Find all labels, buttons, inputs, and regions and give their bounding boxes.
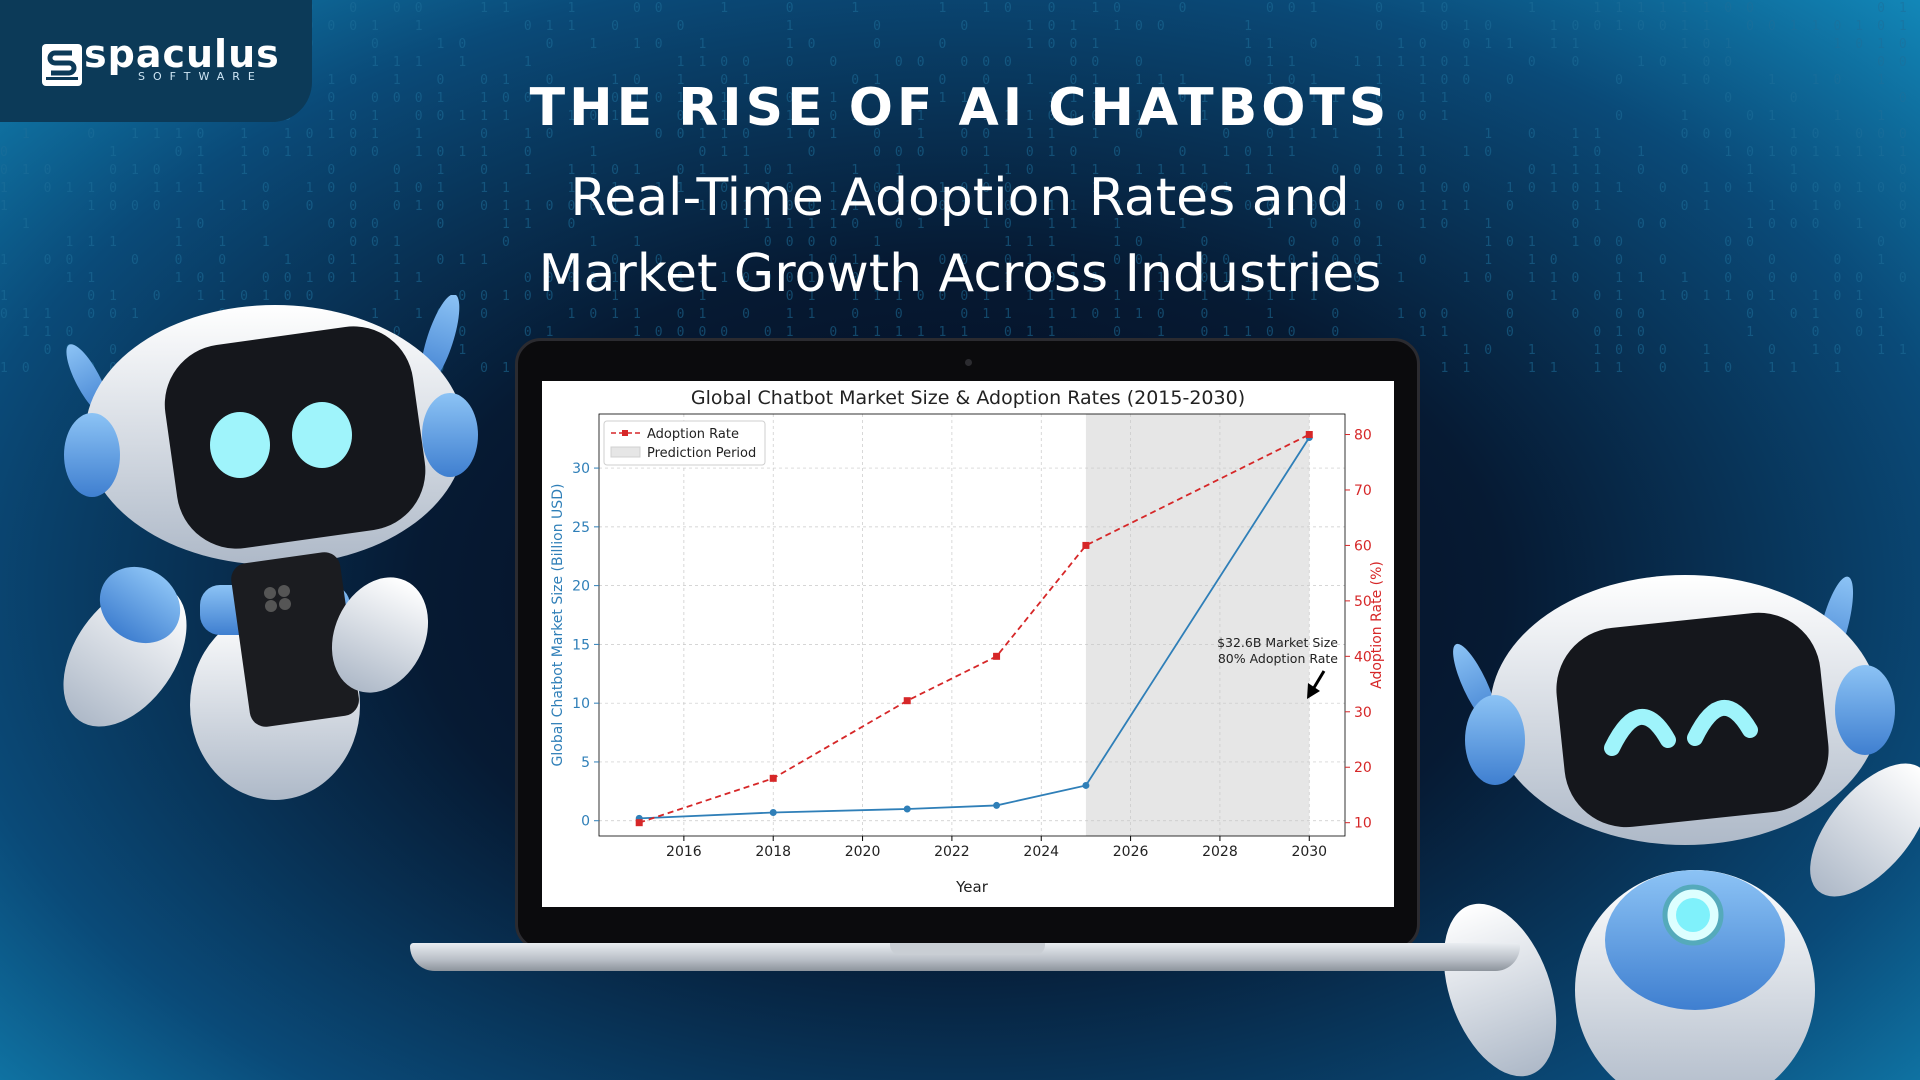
y-left-tick-label: 25 <box>572 520 590 536</box>
x-tick-label: 2024 <box>1023 844 1059 860</box>
y-right-tick-label: 30 <box>1354 705 1372 721</box>
x-tick-label: 2030 <box>1291 844 1327 860</box>
adoption-rate-line <box>638 433 1310 824</box>
page-subtitle: Real-Time Adoption Rates and Market Grow… <box>0 160 1920 312</box>
market-size-point <box>993 801 1001 809</box>
annotation: $32.6B Market Size 80% Adoption Rate <box>1217 635 1338 699</box>
adoption-rate-point <box>635 819 643 827</box>
webcam-icon <box>965 359 972 366</box>
y-right-tick-label: 20 <box>1354 760 1372 776</box>
brand-name: spaculus <box>84 32 280 76</box>
brand-logo: spaculus SOFTWARE <box>0 0 312 122</box>
y-right-tick-label: 60 <box>1354 538 1372 554</box>
annotation-arrow-head <box>1307 683 1320 699</box>
y-left-tick-label: 15 <box>572 637 590 653</box>
chart-svg: 2016 2018 2020 2022 2024 2026 2028 203005101520… <box>550 387 1385 896</box>
adoption-rate-point <box>769 774 777 782</box>
chart-grid <box>599 414 1345 836</box>
chart-panel: 2016 2018 2020 2022 2024 2026 2028 2030 0 5 10 15 20… <box>542 381 1394 907</box>
y-left-tick-label: 5 <box>581 755 590 771</box>
x-tick-label: 2018 <box>755 844 791 860</box>
legend-adoption-label: Adoption Rate <box>647 427 739 442</box>
legend-prediction-swatch <box>610 446 641 458</box>
x-tick-label: 2026 <box>1113 844 1149 860</box>
robot-left-illustration <box>63 295 478 800</box>
legend-prediction-label: Prediction Period <box>647 446 756 461</box>
y-right-tick-label: 10 <box>1354 816 1372 832</box>
legend-box <box>603 420 766 466</box>
adoption-rate-point <box>903 697 911 705</box>
annotation-line-2: 80% Adoption Rate <box>1218 651 1338 666</box>
chart-title: Global Chatbot Market Size & Adoption Ra… <box>691 387 1245 409</box>
market-size-point <box>769 808 777 816</box>
adoption-rate-point <box>993 652 1001 660</box>
subtitle-line-1: Real-Time Adoption Rates and <box>570 168 1350 228</box>
y-left-tick-label: 0 <box>581 814 590 830</box>
brand-sub: SOFTWARE <box>138 70 263 83</box>
market-size-point <box>903 805 911 813</box>
legend: Adoption Rate Prediction Period <box>603 420 766 466</box>
subtitle-line-2: Market Growth Across Industries <box>538 244 1382 304</box>
spaculus-logo-icon <box>42 44 82 86</box>
plot-frame <box>598 413 1346 837</box>
y-left-tick-label: 10 <box>572 696 590 712</box>
x-tick-label: 2020 <box>845 844 881 860</box>
y-right-tick-label: 80 <box>1354 428 1372 444</box>
y-right-tick-label: 50 <box>1354 594 1372 610</box>
x-tick-label: 2028 <box>1202 844 1238 860</box>
y-right-tick-label: 40 <box>1354 649 1372 665</box>
x-axis-label: Year <box>955 878 989 896</box>
y-axis-left-label: Global Chatbot Market Size (Billion USD) <box>550 484 566 767</box>
market-size-point <box>1082 781 1090 789</box>
legend-adoption-marker <box>622 430 628 436</box>
x-tick-label: 2022 <box>934 844 970 860</box>
prediction-period-band <box>1085 414 1310 836</box>
laptop-notch <box>890 943 1045 955</box>
x-tick-label: 2016 <box>666 844 702 860</box>
y-left-tick-label: 30 <box>572 461 590 477</box>
annotation-line-1: $32.6B Market Size <box>1217 635 1338 650</box>
y-axis-right-label: Adoption Rate (%) <box>1369 561 1385 689</box>
y-right-tick-label: 70 <box>1354 483 1372 499</box>
market-size-line <box>639 437 1311 820</box>
adoption-rate-point <box>1082 541 1090 549</box>
y-left-tick-label: 20 <box>572 579 590 595</box>
robot-right-illustration <box>1443 575 1920 1080</box>
adoption-rate-point <box>1305 431 1313 439</box>
page-title: THE RISE OF AI CHATBOTS <box>529 78 1391 138</box>
